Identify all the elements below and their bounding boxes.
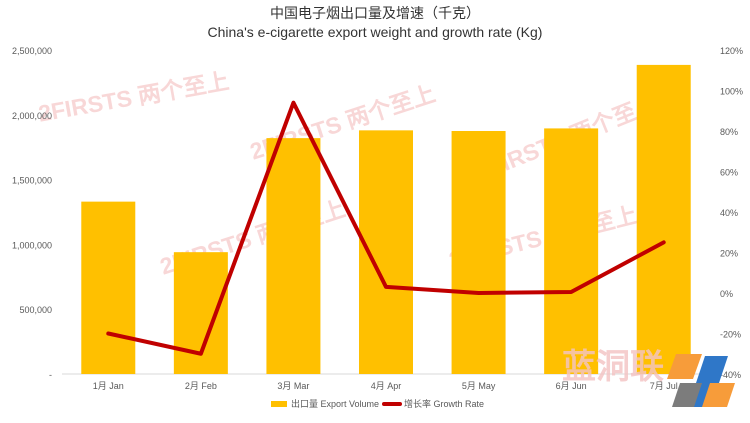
left-tick-label: 2,500,000	[12, 46, 52, 56]
watermark-text: 2FIRSTS 两个至上	[36, 68, 231, 127]
left-tick-label: 500,000	[19, 305, 52, 315]
growth-rate-point	[291, 101, 295, 105]
bar-export-volume	[81, 201, 136, 374]
x-tick-label: 5月 May	[462, 381, 496, 391]
logo-gray-shape	[672, 383, 702, 407]
left-tick-label: -	[49, 370, 52, 380]
left-tick-label: 1,000,000	[12, 240, 52, 250]
right-tick-label: 60%	[720, 168, 738, 178]
logo-orange-lower-shape	[702, 383, 735, 407]
left-tick-label: 2,000,000	[12, 111, 52, 121]
right-tick-label: -40%	[720, 370, 741, 380]
bar-export-volume	[544, 128, 599, 374]
growth-rate-point	[106, 332, 110, 335]
right-tick-label: 80%	[720, 127, 738, 137]
axis-layer: - 500,000 1,000,000 1,500,000 2,000,000 2,500…	[12, 46, 743, 391]
x-tick-label: 2月 Feb	[185, 381, 217, 391]
growth-rate-point	[199, 352, 203, 356]
x-tick-label: 6月 Jun	[556, 381, 587, 391]
logo-orange-shape	[667, 354, 702, 379]
right-tick-label: 20%	[720, 249, 738, 259]
legend-line-label: 增长率 Growth Rate	[404, 398, 484, 409]
chart-title: 中国电子烟出口量及增速（千克）	[270, 5, 480, 21]
bar-export-volume	[266, 138, 321, 374]
right-tick-label: 0%	[720, 289, 733, 299]
right-tick-label: 40%	[720, 208, 738, 218]
right-tick-label: 120%	[720, 46, 743, 56]
x-tick-label: 4月 Apr	[371, 381, 402, 391]
legend-layer: 出口量 Export Volume 增长率 Growth Rate	[271, 398, 484, 409]
right-tick-label: -20%	[720, 330, 741, 340]
bar-export-volume	[451, 131, 506, 374]
left-tick-label: 1,500,000	[12, 176, 52, 186]
legend-bar-label: 出口量 Export Volume	[291, 398, 379, 409]
legend-bar-swatch	[271, 401, 287, 407]
bar-layer	[81, 64, 691, 375]
x-tick-label: 3月 Mar	[277, 381, 309, 391]
bar-export-volume	[636, 64, 691, 375]
growth-rate-point	[569, 290, 573, 294]
chart-subtitle: China's e-cigarette export weight and gr…	[207, 24, 543, 40]
x-tick-label: 1月 Jan	[93, 381, 124, 391]
chart-title-block: 中国电子烟出口量及增速（千克） China's e-cigarette expo…	[0, 4, 750, 42]
line-layer	[106, 100, 666, 356]
brand-layer: 蓝洞联	[562, 348, 735, 407]
growth-rate-point	[662, 240, 666, 244]
growth-rate-point	[477, 291, 481, 295]
x-tick-label: 7月 Jul	[650, 381, 678, 391]
right-tick-label: 100%	[720, 87, 743, 97]
growth-rate-point	[384, 285, 388, 289]
brand-watermark-text: 蓝洞联	[562, 348, 664, 386]
